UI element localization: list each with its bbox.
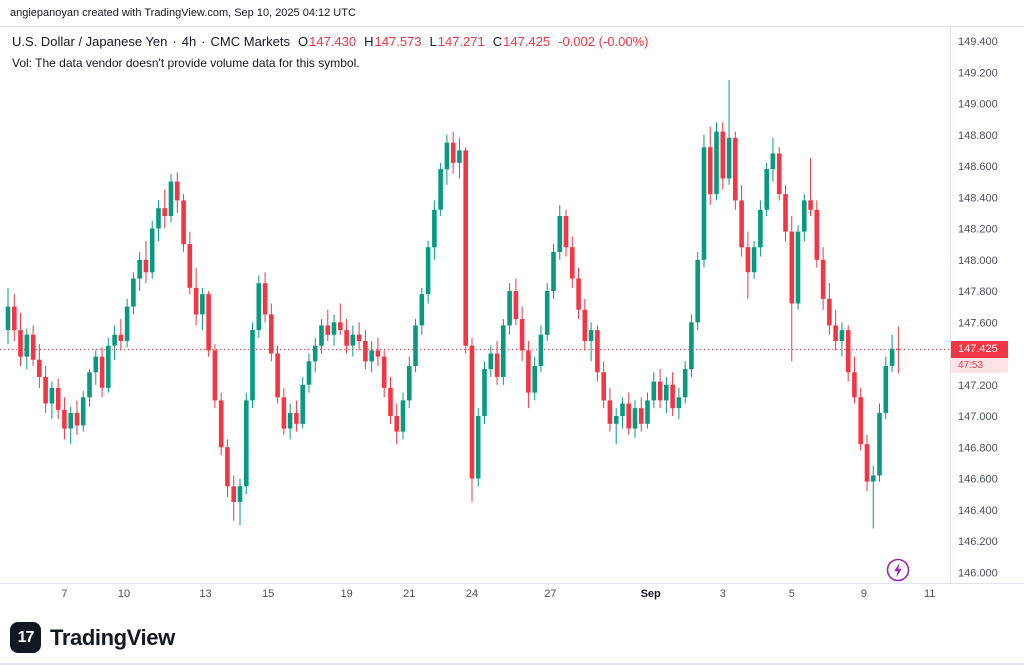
exchange-label[interactable]: CMC Markets bbox=[210, 34, 290, 49]
candlestick-chart[interactable]: 149.400 149.200 149.000 148.800 148.600 148.4… bbox=[0, 27, 1024, 612]
ohlc-high: H147.573 bbox=[364, 34, 422, 49]
ohlc-close: C147.425 bbox=[492, 34, 551, 49]
svg-text:5: 5 bbox=[789, 588, 795, 600]
svg-text:3: 3 bbox=[720, 588, 726, 600]
tradingview-logo-text: TradingView bbox=[50, 624, 175, 650]
svg-text:147.000: 147.000 bbox=[958, 411, 998, 423]
svg-text:146.000: 146.000 bbox=[958, 567, 998, 579]
symbol-row: U.S. Dollar / Japanese Yen · 4h · CMC Market… bbox=[12, 34, 648, 49]
interval-label[interactable]: 4h bbox=[181, 34, 197, 49]
last-price-badge[interactable]: 147.425 47:53 bbox=[951, 341, 1008, 374]
svg-text:13: 13 bbox=[199, 588, 211, 600]
svg-text:149.000: 149.000 bbox=[958, 99, 998, 111]
separator-dot: · bbox=[201, 34, 206, 49]
svg-text:149.400: 149.400 bbox=[958, 36, 998, 48]
ohlc-low: L147.271 bbox=[429, 34, 485, 49]
price-change: -0.002 (-0.00%) bbox=[558, 34, 649, 49]
svg-text:21: 21 bbox=[403, 588, 415, 600]
separator-dot: · bbox=[172, 34, 177, 49]
svg-text:147.800: 147.800 bbox=[958, 286, 998, 298]
svg-text:148.400: 148.400 bbox=[958, 192, 998, 204]
svg-text:Sep: Sep bbox=[641, 588, 661, 600]
svg-text:24: 24 bbox=[466, 588, 478, 600]
symbol-title[interactable]: U.S. Dollar / Japanese Yen bbox=[12, 34, 168, 49]
svg-text:146.200: 146.200 bbox=[958, 536, 998, 548]
svg-text:27: 27 bbox=[544, 588, 556, 600]
svg-text:147.200: 147.200 bbox=[958, 380, 998, 392]
svg-text:149.200: 149.200 bbox=[958, 67, 998, 79]
svg-text:148.000: 148.000 bbox=[958, 255, 998, 267]
svg-text:148.200: 148.200 bbox=[958, 224, 998, 236]
chart-area[interactable]: 149.400 149.200 149.000 148.800 148.600 148.4… bbox=[0, 27, 1024, 612]
svg-text:10: 10 bbox=[118, 588, 130, 600]
svg-text:19: 19 bbox=[340, 588, 352, 600]
bar-countdown: 47:53 bbox=[951, 358, 1008, 374]
ohlc-open: O147.430 bbox=[298, 34, 357, 49]
svg-text:146.600: 146.600 bbox=[958, 474, 998, 486]
chart-header: U.S. Dollar / Japanese Yen · 4h · CMC Market… bbox=[12, 34, 648, 70]
volume-note: Vol: The data vendor doesn't provide vol… bbox=[12, 56, 360, 70]
svg-text:9: 9 bbox=[861, 588, 867, 600]
svg-text:148.600: 148.600 bbox=[958, 161, 998, 173]
svg-text:11: 11 bbox=[924, 588, 935, 600]
svg-text:15: 15 bbox=[262, 588, 274, 600]
tradingview-mark-icon: 17 bbox=[10, 622, 41, 653]
footer-bar: 17 TradingView bbox=[0, 612, 1024, 665]
lightning-icon[interactable] bbox=[885, 557, 911, 583]
tradingview-logo[interactable]: 17 TradingView bbox=[10, 622, 175, 653]
svg-text:7: 7 bbox=[61, 588, 67, 600]
svg-text:147.600: 147.600 bbox=[958, 317, 998, 329]
last-price-value: 147.425 bbox=[951, 341, 1008, 359]
svg-text:146.800: 146.800 bbox=[958, 442, 998, 454]
attribution-text: angiepanoyan created with TradingView.co… bbox=[10, 7, 356, 19]
svg-text:146.400: 146.400 bbox=[958, 505, 998, 517]
attribution-bar: angiepanoyan created with TradingView.co… bbox=[0, 0, 1024, 27]
svg-text:148.800: 148.800 bbox=[958, 130, 998, 142]
